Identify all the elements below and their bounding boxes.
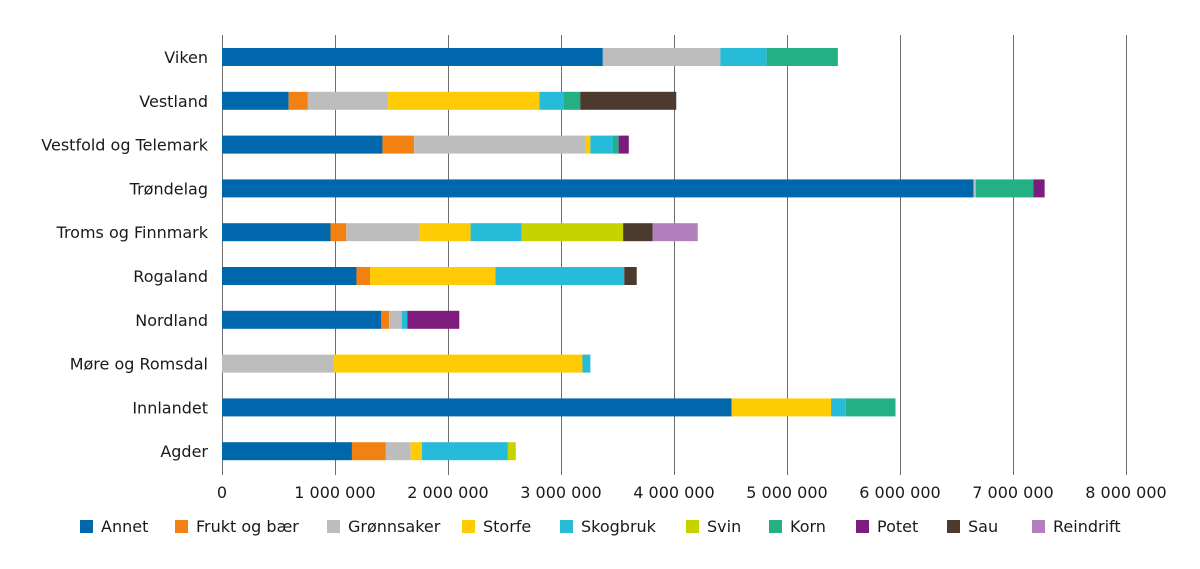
- x-tick-label: 6 000 000: [859, 483, 940, 502]
- bar-segment: [590, 135, 613, 154]
- category-label: Trøndelag: [129, 179, 208, 198]
- legend-swatch: [327, 520, 340, 533]
- bar-segment: [407, 310, 460, 329]
- bar-segment: [330, 223, 347, 242]
- legend-label: Korn: [790, 517, 826, 536]
- bar-segment: [585, 135, 591, 154]
- legend-swatch: [1032, 520, 1045, 533]
- bar-segment: [414, 135, 586, 154]
- bar-segment: [356, 267, 371, 285]
- legend-label: Sau: [968, 517, 998, 536]
- bar-segment: [973, 179, 976, 198]
- legend-label: Frukt og bær: [196, 517, 299, 536]
- legend-label: Potet: [877, 517, 918, 536]
- bar-segment: [385, 442, 411, 461]
- bar-segment: [222, 179, 974, 198]
- category-label: Vestfold og Telemark: [41, 136, 208, 155]
- bar-segment: [495, 267, 625, 285]
- bar-segment: [602, 48, 721, 66]
- bar-segment: [720, 48, 767, 66]
- category-label: Troms og Finnmark: [56, 223, 209, 242]
- category-label: Innlandet: [132, 398, 208, 417]
- x-tick-label: 8 000 000: [1085, 483, 1166, 502]
- legend-label: Skogbruk: [581, 517, 657, 536]
- legend-swatch: [462, 520, 475, 533]
- bar-segment: [652, 223, 698, 242]
- category-label: Møre og Romsdal: [70, 355, 208, 374]
- bar-segment: [580, 91, 677, 110]
- bar-segment: [222, 354, 334, 373]
- x-tick-label: 2 000 000: [407, 483, 488, 502]
- legend-swatch: [856, 520, 869, 533]
- x-tick-label: 4 000 000: [633, 483, 714, 502]
- bar-segment: [401, 310, 408, 329]
- legend-label: Reindrift: [1053, 517, 1121, 536]
- bar-segment: [388, 91, 540, 110]
- bar-segment: [222, 135, 383, 154]
- legend-swatch: [175, 520, 188, 533]
- bar-segment: [222, 91, 289, 110]
- bar-segment: [1033, 179, 1045, 198]
- category-label: Rogaland: [133, 267, 208, 286]
- category-label: Agder: [160, 442, 208, 461]
- bar-segment: [410, 442, 423, 461]
- x-axis-tick-labels: 0 1 000 000 2 000 000 3 000 000 4 000 000 5 0…: [217, 483, 1167, 502]
- legend-swatch: [80, 520, 93, 533]
- category-label: Viken: [164, 48, 208, 67]
- bar-segment: [618, 135, 629, 154]
- bar-segment: [582, 354, 591, 373]
- bar-segment: [766, 48, 838, 66]
- bar-segment: [382, 135, 415, 154]
- bar-segment: [507, 442, 516, 461]
- category-label: Vestland: [139, 92, 208, 111]
- bar-segment: [419, 223, 471, 242]
- bar-segment: [222, 310, 382, 329]
- bar-segment: [845, 398, 896, 417]
- bar-segment: [563, 91, 581, 110]
- legend: Annet Frukt og bær Grønnsaker Storfe Skogbru…: [80, 517, 1121, 536]
- x-tick-label: 5 000 000: [746, 483, 827, 502]
- x-tick-label: 0: [217, 483, 227, 502]
- bar-segment: [370, 267, 496, 285]
- x-tick-label: 1 000 000: [294, 483, 375, 502]
- bar-segment: [624, 267, 637, 285]
- bar-segment: [521, 223, 624, 242]
- bar-segment: [623, 223, 653, 242]
- legend-label: Annet: [101, 517, 148, 536]
- legend-label: Grønnsaker: [348, 517, 441, 536]
- bar-segment: [222, 398, 732, 417]
- bar-segment: [222, 223, 331, 242]
- bar-segment: [422, 442, 508, 461]
- bar-segment: [333, 354, 583, 373]
- legend-swatch: [769, 520, 782, 533]
- bar-segment: [307, 91, 389, 110]
- bar-segment: [975, 179, 1034, 198]
- bar-segment: [612, 135, 619, 154]
- bar-segment: [222, 267, 357, 285]
- bar-segment: [539, 91, 564, 110]
- bar-segment: [731, 398, 832, 417]
- bar-segment: [470, 223, 522, 242]
- bar-segment: [346, 223, 420, 242]
- legend-swatch: [947, 520, 960, 533]
- bars: [222, 48, 1045, 461]
- category-label: Nordland: [135, 311, 208, 330]
- bar-segment: [351, 442, 386, 461]
- bar-segment: [381, 310, 390, 329]
- legend-label: Svin: [707, 517, 741, 536]
- legend-swatch: [686, 520, 699, 533]
- legend-swatch: [560, 520, 573, 533]
- bar-segment: [389, 310, 402, 329]
- bar-segment: [222, 442, 352, 461]
- x-tick-label: 3 000 000: [520, 483, 601, 502]
- x-tick-label: 7 000 000: [972, 483, 1053, 502]
- legend-label: Storfe: [483, 517, 531, 536]
- bar-segment: [222, 48, 603, 66]
- bar-segment: [831, 398, 846, 417]
- bar-segment: [288, 91, 308, 110]
- category-labels: Viken Vestland Vestfold og Telemark Trøndel…: [41, 48, 208, 461]
